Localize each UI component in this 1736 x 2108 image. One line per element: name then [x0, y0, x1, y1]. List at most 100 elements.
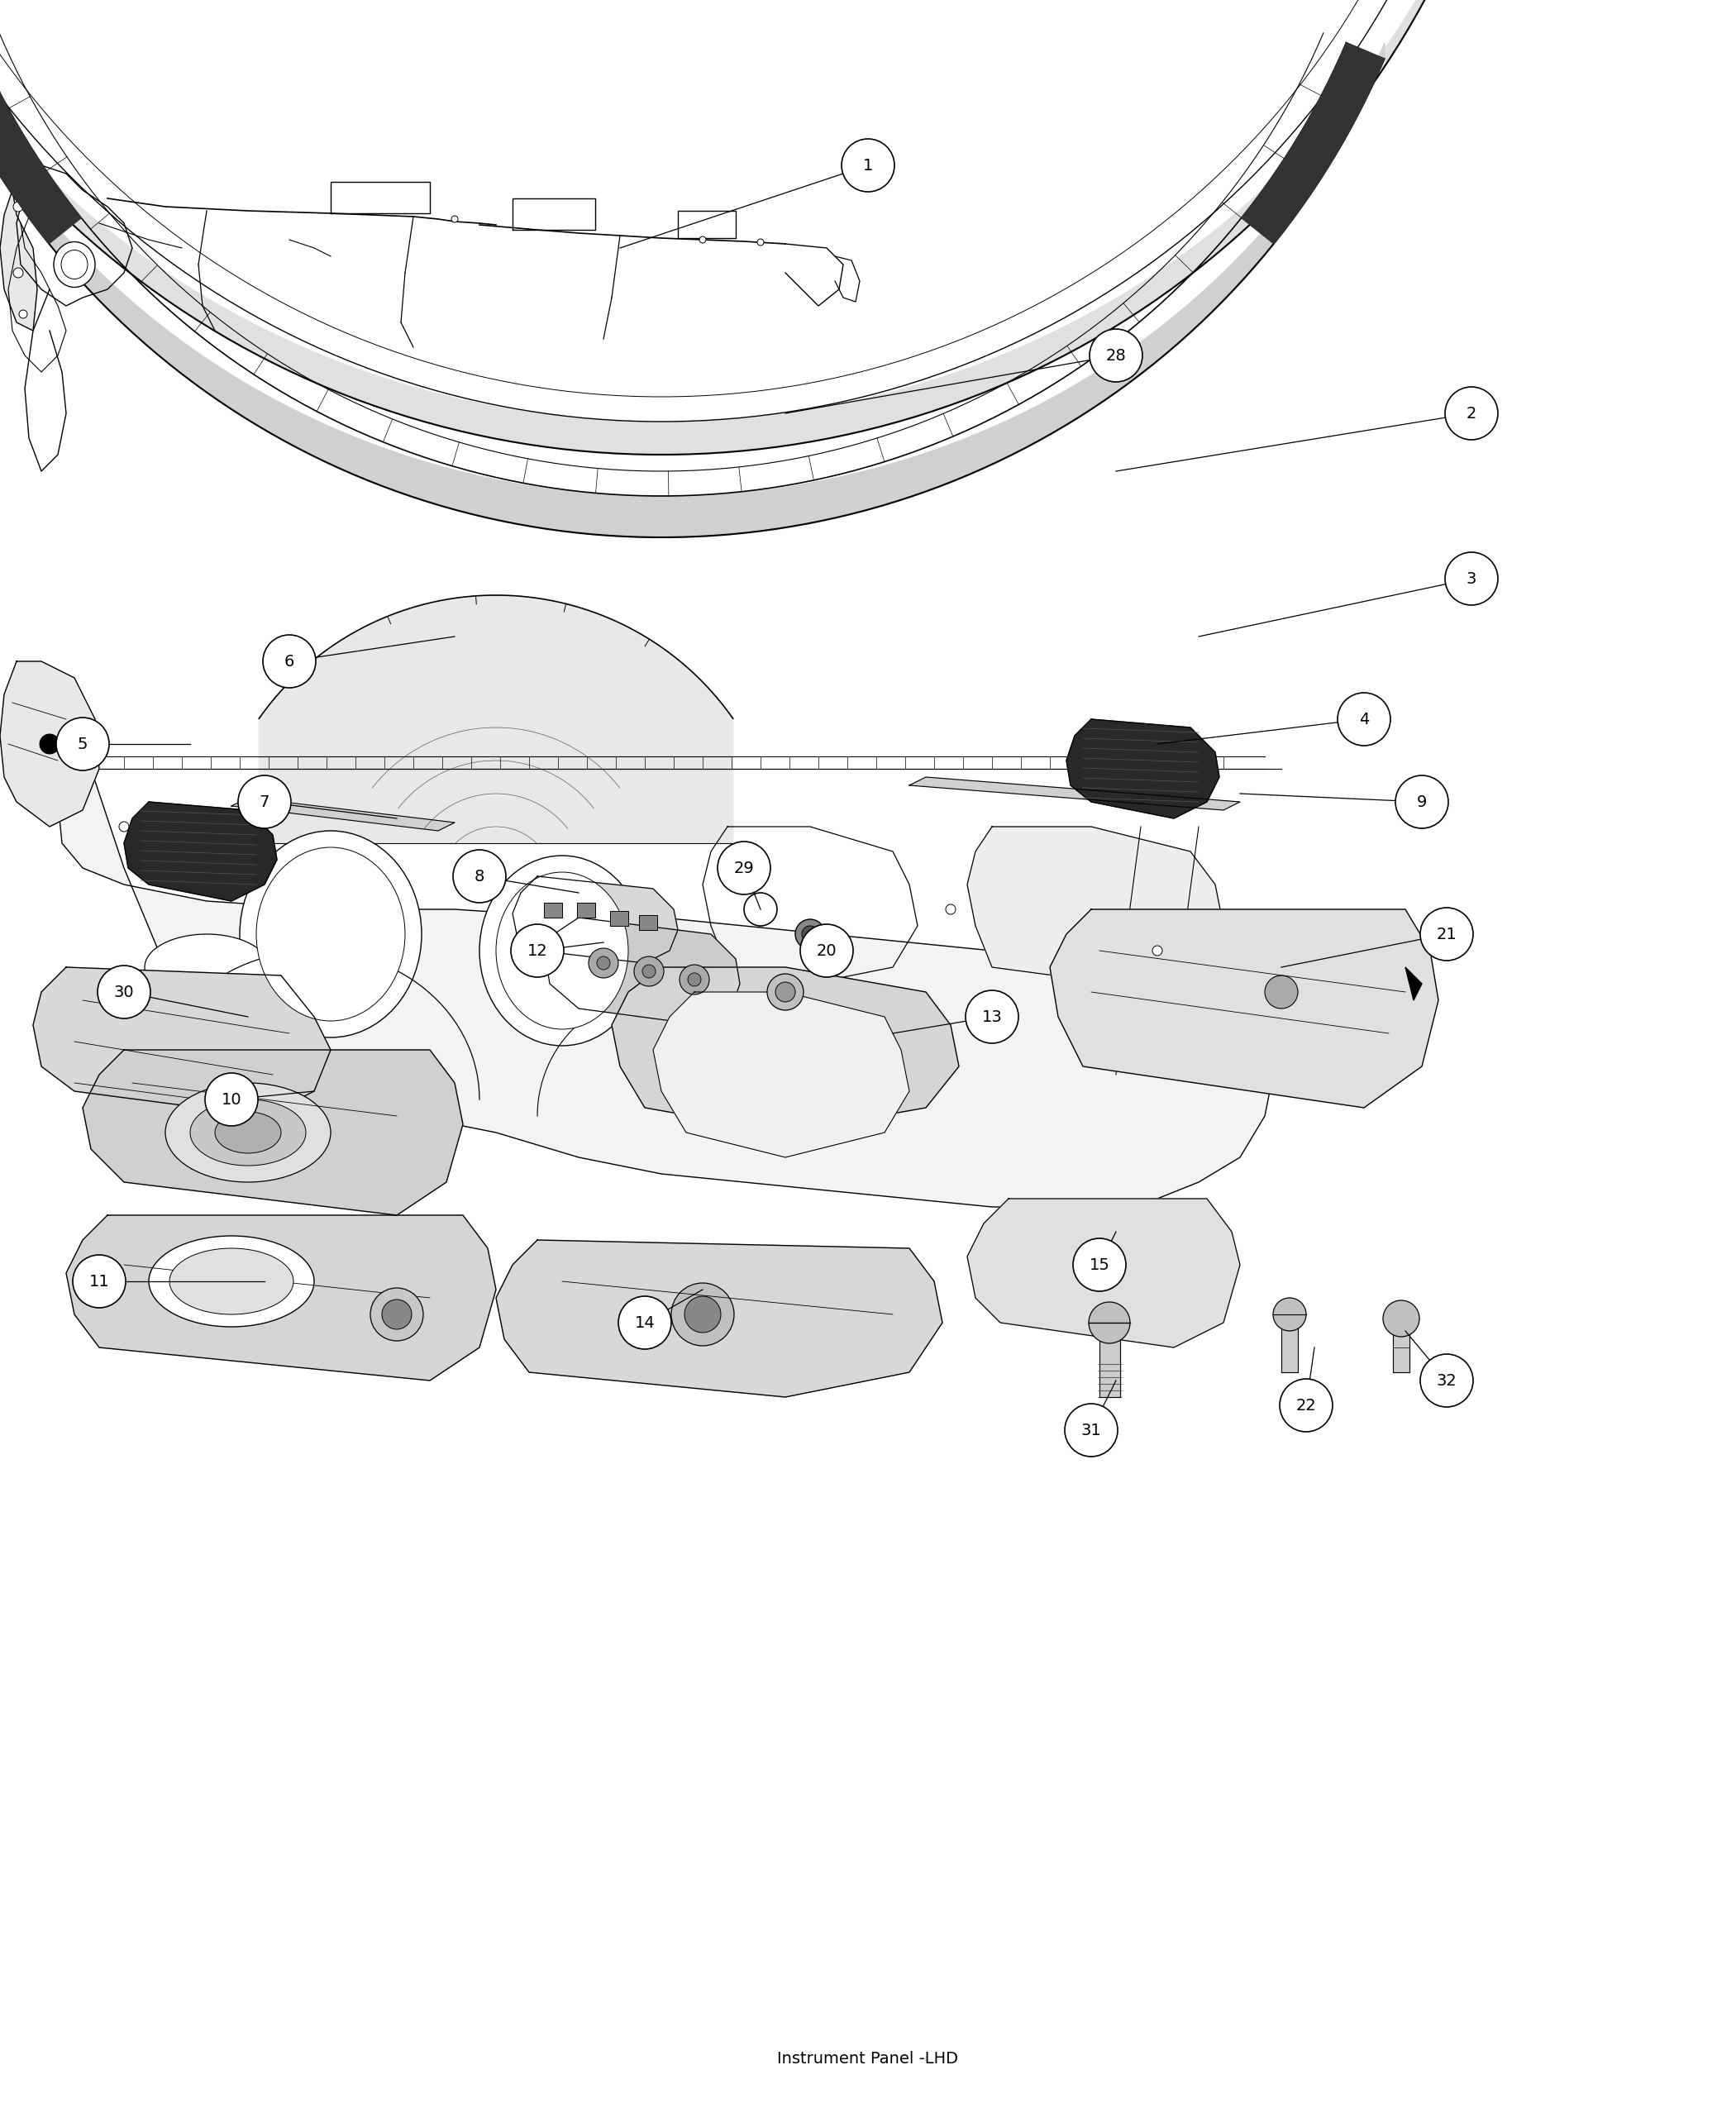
Polygon shape [967, 1199, 1240, 1347]
Polygon shape [66, 1214, 496, 1381]
Polygon shape [0, 190, 36, 331]
Text: 13: 13 [983, 1010, 1002, 1024]
Text: 8: 8 [474, 868, 484, 883]
Text: 11: 11 [89, 1273, 109, 1290]
Circle shape [795, 919, 825, 949]
Polygon shape [231, 797, 455, 831]
Circle shape [1090, 329, 1142, 382]
Polygon shape [1099, 1322, 1120, 1398]
Text: 22: 22 [1295, 1398, 1316, 1412]
Text: 3: 3 [1467, 571, 1477, 586]
Bar [543, 902, 562, 917]
Circle shape [684, 1296, 720, 1332]
Ellipse shape [215, 1111, 281, 1153]
Circle shape [745, 894, 778, 925]
Circle shape [700, 236, 707, 242]
Circle shape [453, 850, 505, 902]
Polygon shape [9, 207, 66, 371]
Text: 32: 32 [1436, 1372, 1457, 1389]
Circle shape [1337, 694, 1391, 746]
Ellipse shape [496, 873, 628, 1029]
Circle shape [1073, 1237, 1127, 1292]
Text: 12: 12 [528, 942, 547, 959]
Circle shape [776, 982, 795, 1001]
Polygon shape [967, 826, 1224, 984]
Circle shape [1279, 1379, 1333, 1431]
Text: 10: 10 [220, 1092, 241, 1107]
Circle shape [634, 957, 663, 987]
Circle shape [238, 776, 292, 828]
Ellipse shape [191, 1100, 306, 1166]
Polygon shape [1050, 909, 1439, 1107]
Circle shape [1384, 1301, 1420, 1336]
Polygon shape [910, 778, 1240, 809]
Circle shape [1420, 909, 1474, 961]
Circle shape [679, 965, 710, 995]
Text: 31: 31 [1082, 1423, 1101, 1438]
Polygon shape [83, 1050, 464, 1214]
Polygon shape [33, 968, 330, 1115]
Circle shape [672, 1284, 734, 1345]
Circle shape [382, 1299, 411, 1330]
Text: 30: 30 [115, 984, 134, 999]
Circle shape [764, 904, 774, 915]
Ellipse shape [149, 1235, 314, 1326]
Circle shape [262, 635, 316, 687]
Circle shape [717, 841, 771, 894]
Circle shape [589, 949, 618, 978]
Text: 2: 2 [1467, 405, 1477, 422]
Polygon shape [545, 917, 740, 1024]
Polygon shape [512, 877, 677, 963]
Ellipse shape [257, 847, 404, 1020]
Circle shape [842, 139, 894, 192]
Ellipse shape [170, 1248, 293, 1315]
Circle shape [97, 965, 151, 1018]
Polygon shape [1241, 42, 1384, 245]
Text: 1: 1 [863, 158, 873, 173]
Polygon shape [1281, 1315, 1299, 1372]
Polygon shape [1406, 968, 1422, 1001]
Circle shape [510, 923, 564, 978]
Circle shape [14, 202, 23, 211]
Circle shape [205, 1073, 259, 1126]
Text: 7: 7 [259, 795, 269, 809]
Circle shape [73, 1254, 125, 1307]
Circle shape [40, 734, 59, 755]
Circle shape [618, 1296, 672, 1349]
Circle shape [946, 904, 955, 915]
Circle shape [642, 965, 656, 978]
Circle shape [1272, 1299, 1305, 1330]
Bar [576, 902, 595, 917]
Circle shape [120, 822, 128, 833]
Text: 6: 6 [285, 653, 295, 668]
Ellipse shape [61, 251, 87, 278]
Circle shape [687, 974, 701, 987]
Ellipse shape [240, 831, 422, 1037]
Polygon shape [0, 662, 99, 826]
Ellipse shape [144, 934, 269, 1001]
Text: 4: 4 [1359, 710, 1370, 727]
Ellipse shape [54, 242, 95, 287]
Ellipse shape [165, 1084, 330, 1183]
Polygon shape [123, 801, 278, 900]
Text: 28: 28 [1106, 348, 1127, 363]
Polygon shape [0, 42, 82, 245]
Bar [639, 915, 658, 930]
Text: 5: 5 [78, 736, 89, 753]
Circle shape [1444, 552, 1498, 605]
Circle shape [1444, 388, 1498, 441]
Polygon shape [1066, 719, 1219, 818]
Polygon shape [496, 1240, 943, 1398]
Circle shape [451, 215, 458, 221]
Polygon shape [259, 594, 733, 843]
Circle shape [1396, 776, 1448, 828]
Circle shape [965, 991, 1019, 1043]
Polygon shape [57, 744, 1272, 1208]
Text: 20: 20 [816, 942, 837, 959]
Circle shape [1266, 976, 1299, 1008]
Ellipse shape [479, 856, 644, 1046]
Text: 14: 14 [635, 1315, 654, 1330]
Polygon shape [1392, 1318, 1410, 1372]
Circle shape [1153, 946, 1163, 955]
Circle shape [19, 310, 28, 318]
